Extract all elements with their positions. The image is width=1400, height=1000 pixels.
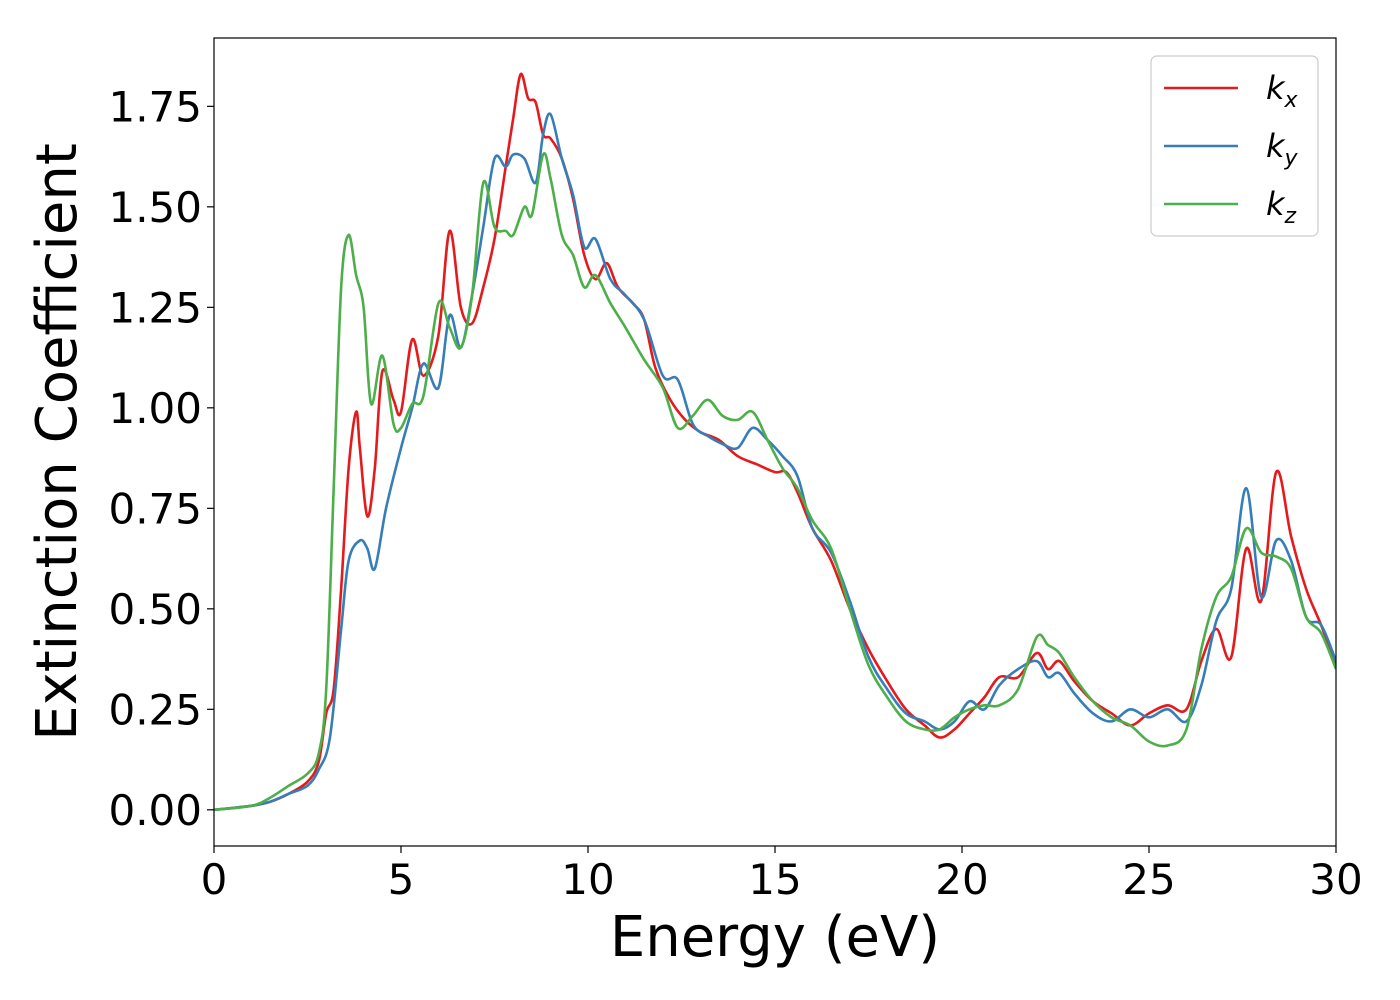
- series-line-k-z: [214, 152, 1336, 812]
- x-tick-label: 0: [201, 855, 228, 904]
- x-tick-label: 25: [1122, 855, 1175, 904]
- legend-label-k-x: kx: [1266, 69, 1299, 113]
- series-layer: [214, 72, 1336, 812]
- y-tick-label: 1.25: [108, 283, 202, 332]
- x-tick-label: 5: [388, 855, 415, 904]
- y-tick-label: 0.50: [108, 585, 202, 634]
- x-axis-title: Energy (eV): [610, 905, 940, 970]
- y-tick-label: 0.25: [108, 685, 202, 734]
- series-line-k-y: [214, 112, 1336, 812]
- y-tick-label: 1.75: [108, 82, 202, 131]
- x-tick-label: 30: [1309, 855, 1362, 904]
- x-tick-label: 20: [935, 855, 988, 904]
- y-tick-label: 0.00: [108, 786, 202, 835]
- x-axis: 0 5 10 15 20 25 30: [201, 846, 1363, 904]
- y-tick-label: 1.00: [108, 384, 202, 433]
- legend: kx ky kz: [1150, 55, 1319, 237]
- x-tick-label: 10: [561, 855, 614, 904]
- legend-label-k-z: kz: [1266, 185, 1297, 229]
- y-axis-title: Extinction Coefficient: [25, 143, 90, 741]
- y-tick-label: 1.50: [108, 183, 202, 232]
- y-tick-label: 0.75: [108, 484, 202, 533]
- legend-label-k-y: ky: [1266, 127, 1299, 171]
- x-tick-label: 15: [748, 855, 801, 904]
- y-axis: 0.00 0.25 0.50 0.75 1.00 1.25 1.50 1.75: [108, 82, 214, 835]
